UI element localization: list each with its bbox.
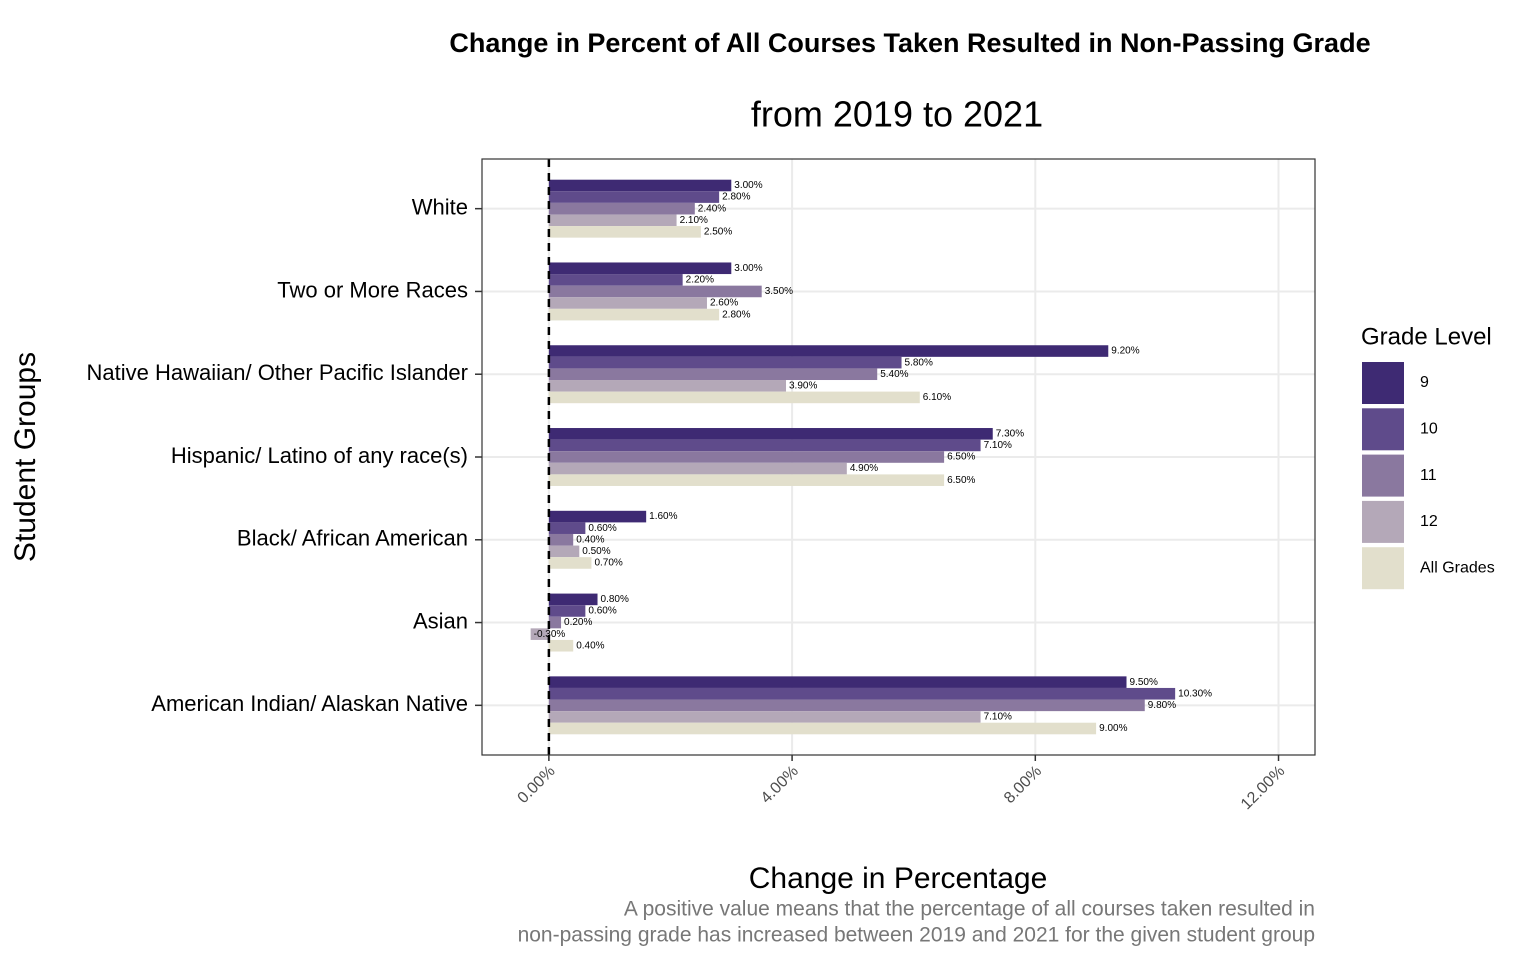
value-label: 9.00% xyxy=(1099,723,1127,734)
value-label: 0.50% xyxy=(582,546,610,557)
bar xyxy=(548,545,580,558)
bar xyxy=(548,533,574,546)
bar xyxy=(548,274,683,286)
bar xyxy=(548,510,647,523)
value-label: 2.80% xyxy=(722,309,750,320)
x-axis-title: Change in Percentage xyxy=(749,862,1048,895)
value-label: 0.60% xyxy=(588,523,616,534)
bar xyxy=(548,179,732,192)
chart-subtitle: from 2019 to 2021 xyxy=(751,94,1043,135)
bar xyxy=(548,202,695,215)
chart-title: Change in Percent of All Courses Taken R… xyxy=(449,28,1370,58)
bar xyxy=(548,451,945,463)
legend-label: All Grades xyxy=(1420,559,1495,576)
value-label: 5.80% xyxy=(905,357,933,368)
value-label: 2.80% xyxy=(722,192,750,203)
value-label: 3.90% xyxy=(789,380,817,391)
value-label: 6.50% xyxy=(947,475,975,486)
legend-label: 10 xyxy=(1420,421,1438,438)
value-label: 7.10% xyxy=(984,440,1012,451)
value-label: 0.70% xyxy=(594,558,622,569)
bar xyxy=(548,308,720,321)
value-label: 2.10% xyxy=(680,215,708,226)
bar xyxy=(548,191,720,203)
bar xyxy=(548,605,586,617)
value-label: 7.10% xyxy=(984,712,1012,723)
bar xyxy=(548,616,562,629)
value-label: 0.80% xyxy=(601,594,629,605)
value-label: 6.50% xyxy=(947,452,975,463)
bar xyxy=(548,462,847,475)
value-label: 3.00% xyxy=(734,263,762,274)
bar xyxy=(548,214,677,227)
y-tick-label: American Indian/ Alaskan Native xyxy=(151,691,468,716)
bar xyxy=(548,285,762,298)
bar xyxy=(548,687,1176,700)
y-tick-label: Asian xyxy=(413,608,468,633)
bar xyxy=(548,522,586,534)
bar xyxy=(548,557,592,569)
y-axis-title: Student Groups xyxy=(9,352,42,562)
x-tick-label: 8.00% xyxy=(1001,763,1045,807)
y-tick-label: Hispanic/ Latino of any race(s) xyxy=(171,443,468,468)
value-label: 7.30% xyxy=(996,428,1024,439)
value-label: 3.50% xyxy=(765,286,793,297)
bar xyxy=(548,368,878,381)
y-tick-label: Two or More Races xyxy=(277,277,468,302)
value-label: 1.60% xyxy=(649,511,677,522)
legend-swatch xyxy=(1362,362,1404,404)
legend-swatch xyxy=(1362,408,1404,451)
value-label: 9.80% xyxy=(1148,700,1176,711)
value-label: 9.50% xyxy=(1130,677,1158,688)
bar xyxy=(548,593,598,606)
value-label: 5.40% xyxy=(880,369,908,380)
value-label: 2.20% xyxy=(686,274,714,285)
value-label: 10.30% xyxy=(1178,688,1212,699)
value-label: 0.40% xyxy=(576,534,604,545)
value-label: 0.60% xyxy=(588,606,616,617)
bar xyxy=(548,345,1109,357)
legend-label: 11 xyxy=(1420,467,1437,484)
bar xyxy=(548,474,945,486)
bar xyxy=(548,226,701,238)
x-tick-label: 0.00% xyxy=(515,763,559,807)
legend-label: 12 xyxy=(1420,513,1438,530)
bar xyxy=(548,676,1127,688)
y-tick-label: White xyxy=(412,194,468,219)
value-label: 4.90% xyxy=(850,463,878,474)
bar xyxy=(548,391,920,404)
bar xyxy=(548,722,1097,735)
legend-title: Grade Level xyxy=(1361,323,1492,350)
bar xyxy=(548,380,787,392)
bar xyxy=(548,639,574,652)
caption: non-passing grade has increased between … xyxy=(518,924,1315,947)
y-tick-label: Black/ African American xyxy=(237,526,468,551)
bar xyxy=(548,711,981,723)
value-label: 9.20% xyxy=(1111,346,1139,357)
x-tick-label: 12.00% xyxy=(1238,763,1288,813)
bar xyxy=(548,439,981,452)
legend-label: 9 xyxy=(1420,374,1429,391)
bar xyxy=(548,297,707,309)
value-label: 3.00% xyxy=(734,180,762,191)
legend-swatch xyxy=(1362,500,1404,543)
value-label: 0.40% xyxy=(576,640,604,651)
value-label: 0.20% xyxy=(564,617,592,628)
legend-swatch xyxy=(1362,454,1404,497)
x-tick-label: 4.00% xyxy=(758,763,802,807)
bar xyxy=(548,356,902,369)
value-label: 6.10% xyxy=(923,392,951,403)
value-label: -0.30% xyxy=(534,629,566,640)
value-label: 2.60% xyxy=(710,298,738,309)
bar xyxy=(530,628,549,640)
value-label: 2.40% xyxy=(698,203,726,214)
y-tick-label: Native Hawaiian/ Other Pacific Islander xyxy=(87,360,469,385)
bar xyxy=(548,699,1145,712)
bar xyxy=(548,428,993,440)
legend-swatch xyxy=(1362,547,1404,590)
bar xyxy=(548,262,732,275)
caption: A positive value means that the percenta… xyxy=(624,898,1315,921)
value-label: 2.50% xyxy=(704,226,732,237)
